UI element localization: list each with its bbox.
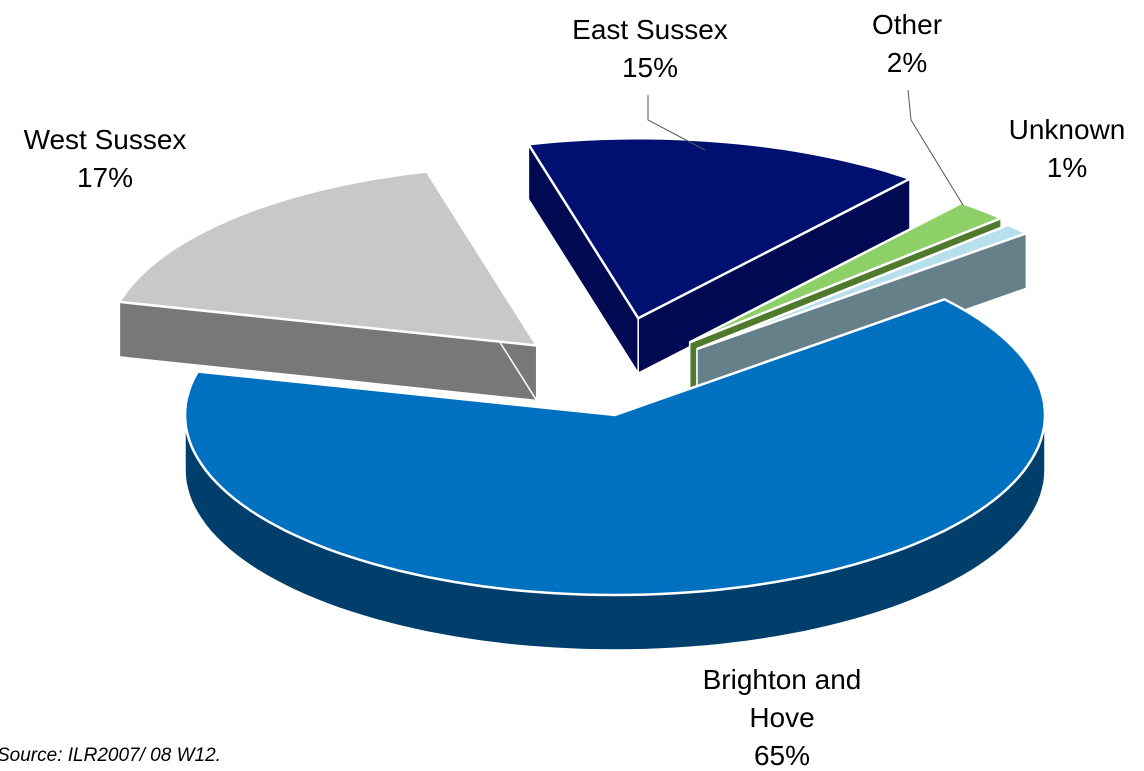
slice	[526, 137, 914, 320]
category-label: Brighton and Hove	[702, 664, 862, 733]
slice-label: Other 2%	[827, 6, 987, 82]
slice	[696, 223, 1030, 351]
value-label: 1%	[1046, 152, 1088, 183]
slice-label: Brighton and Hove 65%	[682, 661, 882, 771]
value-label: 2%	[886, 47, 928, 78]
source-note: Source: ILR2007/ 08 W12.	[0, 745, 221, 766]
category-label: Unknown	[1008, 114, 1126, 145]
leader-line	[907, 89, 964, 206]
leader-line	[647, 95, 706, 151]
slice-label: Unknown 1%	[987, 111, 1144, 187]
value-label: 15%	[621, 52, 679, 83]
category-label: East Sussex	[572, 14, 728, 45]
category-label: Other	[871, 9, 943, 40]
value-label: 17%	[76, 162, 134, 193]
value-label: 65%	[753, 740, 811, 771]
slice	[183, 297, 1047, 597]
slice-label: West Sussex 17%	[0, 121, 235, 197]
slice-label: East Sussex 15%	[520, 11, 780, 87]
category-label: West Sussex	[23, 124, 187, 155]
slice	[117, 170, 540, 348]
slices	[117, 137, 1047, 651]
